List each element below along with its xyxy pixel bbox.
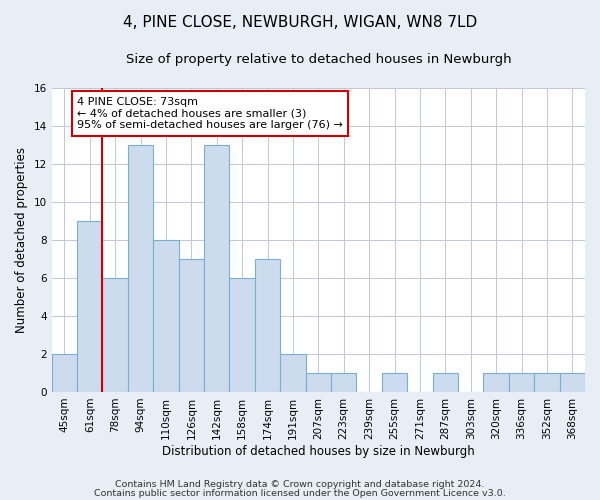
Bar — [103, 278, 128, 392]
Text: Contains HM Land Registry data © Crown copyright and database right 2024.: Contains HM Land Registry data © Crown c… — [115, 480, 485, 489]
Bar — [153, 240, 179, 392]
Text: 4 PINE CLOSE: 73sqm
← 4% of detached houses are smaller (3)
95% of semi-detached: 4 PINE CLOSE: 73sqm ← 4% of detached hou… — [77, 97, 343, 130]
Y-axis label: Number of detached properties: Number of detached properties — [15, 146, 28, 332]
Bar — [280, 354, 305, 392]
Bar — [128, 144, 153, 392]
Bar — [382, 373, 407, 392]
Text: 4, PINE CLOSE, NEWBURGH, WIGAN, WN8 7LD: 4, PINE CLOSE, NEWBURGH, WIGAN, WN8 7LD — [123, 15, 477, 30]
X-axis label: Distribution of detached houses by size in Newburgh: Distribution of detached houses by size … — [162, 444, 475, 458]
Bar — [204, 144, 229, 392]
Bar — [52, 354, 77, 392]
Title: Size of property relative to detached houses in Newburgh: Size of property relative to detached ho… — [125, 52, 511, 66]
Bar — [77, 220, 103, 392]
Bar — [560, 373, 585, 392]
Bar — [179, 259, 204, 392]
Bar — [433, 373, 458, 392]
Bar — [484, 373, 509, 392]
Bar — [534, 373, 560, 392]
Bar — [229, 278, 255, 392]
Bar — [331, 373, 356, 392]
Bar — [305, 373, 331, 392]
Bar — [509, 373, 534, 392]
Text: Contains public sector information licensed under the Open Government Licence v3: Contains public sector information licen… — [94, 489, 506, 498]
Bar — [255, 259, 280, 392]
